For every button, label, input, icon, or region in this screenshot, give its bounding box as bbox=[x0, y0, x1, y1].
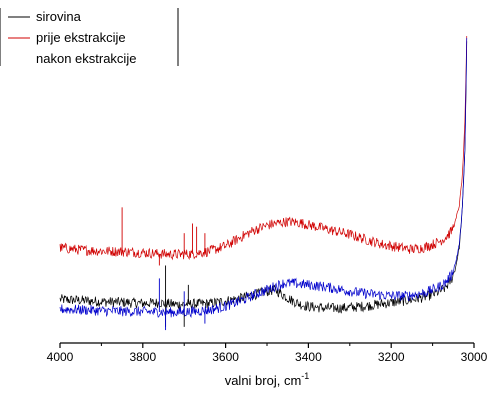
series-prije-ekstrakcije bbox=[59, 35, 468, 266]
series-nakon-ekstrakcije bbox=[59, 37, 468, 331]
x-tick-label: 3600 bbox=[212, 350, 239, 364]
series-line-prije-ekstrakcije bbox=[59, 35, 468, 261]
legend-label-sirovina: sirovina bbox=[36, 9, 82, 24]
legend: sirovina prije ekstrakcije nakon ekstrak… bbox=[0, 8, 179, 66]
series-layer bbox=[59, 35, 468, 331]
x-tick-label: 3400 bbox=[295, 350, 322, 364]
legend-label-nakon-ekstrakcije: nakon ekstrakcije bbox=[36, 51, 136, 66]
x-ticks: 4000 3800 3600 3400 3200 3000 bbox=[47, 343, 488, 364]
x-tick-label: 4000 bbox=[47, 350, 74, 364]
x-tick-label: 3000 bbox=[461, 350, 488, 364]
legend-label-prije-ekstrakcije: prije ekstrakcije bbox=[36, 30, 126, 45]
series-line-nakon-ekstrakcije bbox=[59, 37, 468, 319]
x-axis-title-superscript: -1 bbox=[301, 371, 309, 381]
x-tick-label: 3800 bbox=[129, 350, 156, 364]
x-tick-label: 3200 bbox=[378, 350, 405, 364]
x-axis-title-text: valni broj, cm bbox=[225, 373, 302, 388]
x-axis-title: valni broj, cm-1 bbox=[225, 371, 310, 388]
series-sirovina bbox=[59, 41, 468, 327]
series-line-sirovina bbox=[59, 41, 468, 314]
